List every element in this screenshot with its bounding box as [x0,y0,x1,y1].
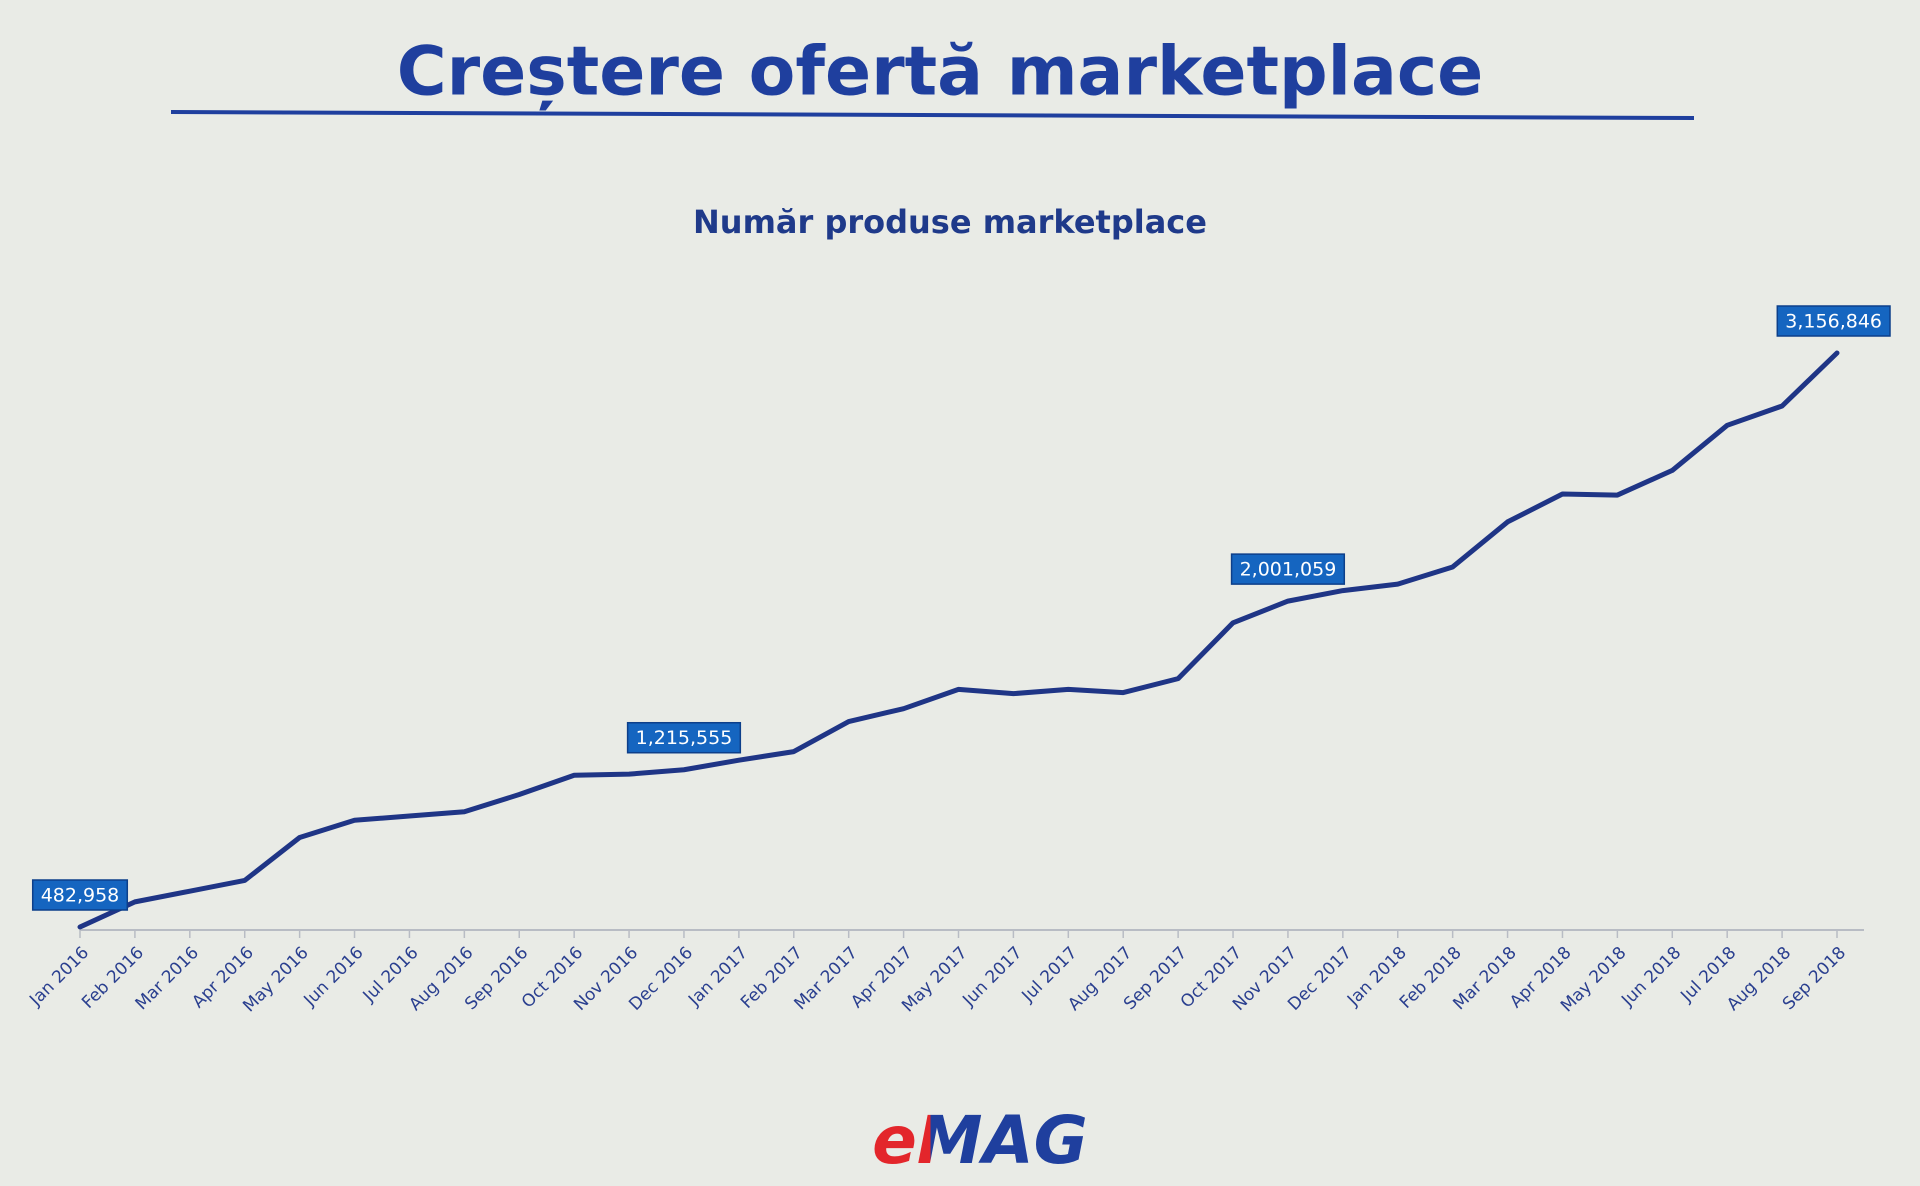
logo: eMAG [872,1102,1088,1179]
slide-title: Creștere ofertă marketplace [397,33,1484,112]
data-label-text: 482,958 [41,885,120,907]
data-label-text: 2,001,059 [1240,559,1337,581]
data-label-text: 3,156,846 [1785,311,1882,333]
data-label: 3,156,846 [1776,305,1891,337]
data-label-box [31,879,129,911]
title-underline [170,110,1695,120]
data-label-box [1230,553,1346,585]
data-label-text: 1,215,555 [636,727,733,749]
x-tick-label: Jun 2018 [1617,943,1685,1011]
data-label-box [626,721,742,754]
x-tick-label: Jun 2016 [300,943,368,1011]
data-label: 482,958 [31,879,129,911]
chart-subtitle: Număr produse marketplace [693,203,1207,241]
data-label: 1,215,555 [626,721,742,754]
line [77,350,1840,930]
x-tick-label: Jun 2017 [958,943,1026,1011]
data-label-box [1776,305,1891,337]
data-label: 2,001,059 [1230,553,1346,585]
